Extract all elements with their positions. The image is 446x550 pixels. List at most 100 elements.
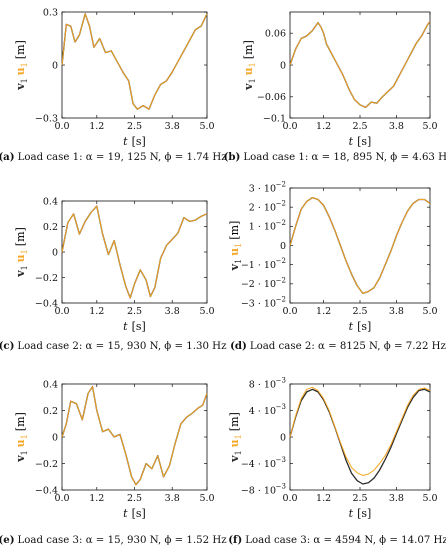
y-tick-label: 0: [52, 247, 58, 258]
series-line-v: [61, 385, 208, 486]
x-tick-label: 5.0: [422, 306, 437, 317]
x-tick-label: 0.0: [282, 493, 297, 504]
y-tick-label: 2 · 10: [249, 202, 276, 213]
y-tick-exponent: −2: [276, 200, 286, 208]
x-tick-label: 5.0: [199, 493, 214, 504]
x-tick-label: 1.2: [89, 306, 104, 317]
x-tick-label: 0.0: [54, 121, 69, 132]
y-tick-label: 0: [280, 432, 286, 443]
y-axis-label: v1u1[m]: [14, 40, 29, 91]
y-tick-label: 0.2: [43, 222, 58, 233]
y-tick-label: −0.4: [35, 298, 58, 309]
series-line-u: [61, 205, 208, 299]
y-tick-label: −1 · 10: [241, 260, 276, 271]
chart-panel-a: 0.0 1.2 2.5 3.8 5.0 −0.3 0 0.3 t[s] v1u1[m] (a)Loa…: [0, 7, 227, 163]
x-tick-label: 3.8: [165, 306, 180, 317]
y-tick-label: −3 · 10: [241, 298, 276, 309]
x-tick-label: 0.0: [282, 121, 297, 132]
chart-panel-d: 0.0 1.2 2.5 3.8 5.0−3 · 10 −2−2 · 10 −2−1 · 10…: [228, 181, 446, 353]
y-tick-label: 3 · 10: [249, 183, 276, 194]
y-tick-label: −0.1: [263, 113, 286, 124]
series-line-u: [289, 386, 431, 476]
x-tick-label: 0.0: [282, 306, 297, 317]
series-line-u: [289, 197, 431, 294]
y-tick-label: −4 · 10: [241, 459, 276, 470]
y-tick-label: 0: [52, 60, 58, 71]
x-tick-label: 3.8: [389, 493, 404, 504]
series-line-v: [289, 388, 431, 485]
x-tick-label: 2.5: [352, 493, 367, 504]
chart-caption: (b) Load case 1: α = 18, 895 N, ϕ = 4.63 …: [224, 151, 446, 163]
chart-caption: (e) Load case 3: α = 15, 930 N, ϕ = 1.52 …: [0, 534, 227, 546]
chart-caption: (f) Load case 3: α = 4594 N, ϕ = 14.07 Hz: [228, 534, 446, 546]
x-tick-label: 5.0: [199, 121, 214, 132]
x-axis-label: t [s]: [123, 507, 146, 520]
y-tick-label: −0.4: [35, 485, 58, 496]
y-tick-label: −2 · 10: [241, 279, 276, 290]
x-tick-label: 0.0: [54, 306, 69, 317]
y-tick-label: 8 · 10: [249, 379, 276, 390]
plot-frame: [61, 200, 208, 304]
plot-frame: [61, 383, 208, 491]
x-tick-label: 3.8: [165, 121, 180, 132]
x-tick-label: 2.5: [352, 306, 367, 317]
x-axis-label: t [s]: [349, 135, 372, 148]
plot-frame: [289, 11, 431, 119]
x-tick-label: 1.2: [316, 306, 331, 317]
y-tick-exponent: −3: [276, 456, 286, 464]
x-tick-label: 2.5: [127, 121, 142, 132]
chart-panel-e: 0.0 1.2 2.5 3.8 5.0 −0.4 −0.2 0 0.2 0.4 t [s] v1u1[m…: [0, 379, 227, 546]
x-tick-label: 3.8: [165, 493, 180, 504]
y-axis-label: v1u1[m]: [14, 412, 29, 463]
x-axis-label: t [s]: [123, 135, 146, 148]
x-axis-label: t [s]: [123, 320, 146, 333]
plot-frame: [289, 187, 431, 304]
y-tick-label: 0.2: [43, 406, 58, 417]
x-tick-label: 1.2: [89, 121, 104, 132]
chart-caption: (c) Load case 2: α = 15, 930 N, ϕ = 1.30 …: [0, 340, 226, 352]
y-tick-exponent: −3: [276, 403, 286, 411]
x-tick-label: 2.5: [127, 493, 142, 504]
chart-caption: (d) Load case 2: α = 8125 N, ϕ = 7.22 Hz: [230, 340, 446, 352]
y-axis-label: v1u1[m]: [228, 221, 243, 272]
plot-frame: [61, 11, 208, 119]
y-tick-exponent: −2: [276, 219, 286, 227]
chart-caption: (a)Load case 1: α = 19, 125 N, ϕ = 1.74 …: [0, 151, 227, 163]
y-tick-label: −0.2: [35, 273, 58, 284]
y-tick-label: −0.06: [257, 92, 286, 103]
x-tick-label: 3.8: [389, 121, 404, 132]
y-tick-label: 0.4: [43, 196, 58, 207]
y-tick-label: 0: [280, 60, 286, 71]
x-tick-label: 1.2: [316, 493, 331, 504]
y-tick-label: 0.4: [43, 379, 58, 390]
y-tick-label: 1 · 10: [249, 222, 276, 233]
y-tick-label: −0.3: [35, 113, 58, 124]
y-tick-exponent: −2: [276, 181, 286, 189]
series-line-v: [61, 13, 208, 110]
chart-panel-f: 0.0 1.2 2.5 3.8 5.0−8 · 10 −3−4 · 10 −304 · 10…: [228, 377, 446, 547]
series-line-u: [289, 21, 431, 108]
y-tick-label: 0: [52, 432, 58, 443]
y-axis-label: v1u1[m]: [14, 227, 29, 278]
series-line-v: [289, 196, 431, 295]
x-tick-label: 1.2: [89, 493, 104, 504]
x-tick-label: 2.5: [127, 306, 142, 317]
y-tick-label: 0.3: [43, 7, 58, 18]
x-axis-label: t [s]: [349, 507, 372, 520]
series-line-u: [61, 386, 208, 486]
series-line-u: [61, 13, 208, 110]
x-axis-label: t [s]: [349, 320, 372, 333]
x-tick-label: 3.8: [389, 306, 404, 317]
y-axis-label: v1u1[m]: [242, 40, 257, 91]
series-line-v: [289, 21, 431, 109]
y-tick-exponent: −3: [276, 483, 286, 491]
y-tick-exponent: −3: [276, 377, 286, 385]
y-tick-label: 0.06: [265, 29, 286, 40]
x-tick-label: 5.0: [422, 121, 437, 132]
x-tick-label: 5.0: [199, 306, 214, 317]
y-tick-exponent: −2: [276, 257, 286, 265]
y-tick-label: −0.2: [35, 459, 58, 470]
x-tick-label: 1.2: [316, 121, 331, 132]
y-tick-label: −8 · 10: [241, 485, 276, 496]
